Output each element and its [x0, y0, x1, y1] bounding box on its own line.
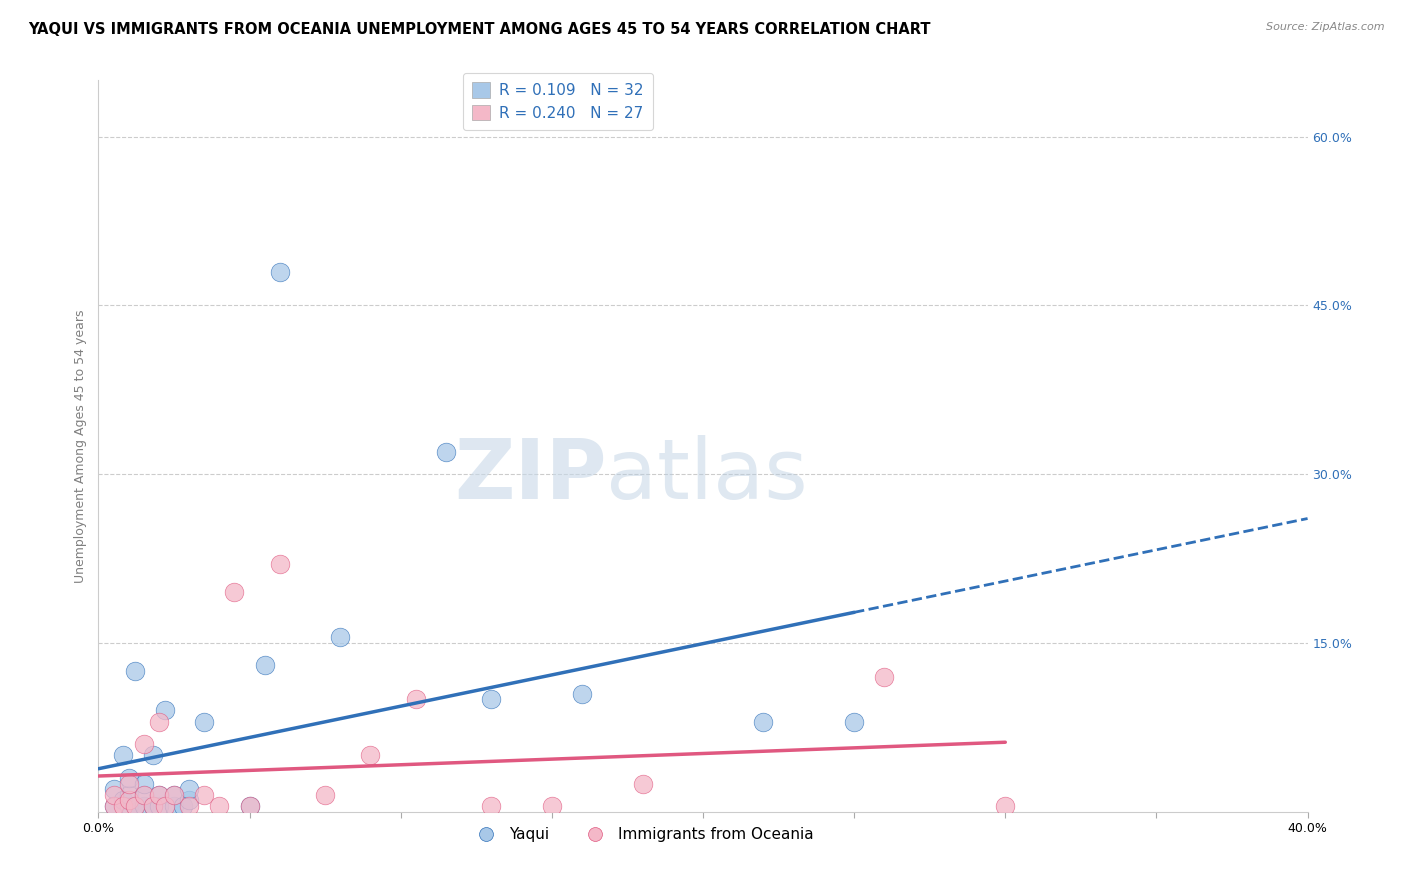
- Point: [360, 748, 382, 763]
- Point: [103, 799, 125, 814]
- Point: [132, 788, 155, 802]
- Point: [132, 799, 155, 814]
- Point: [124, 799, 146, 814]
- Point: [132, 737, 155, 751]
- Text: YAQUI VS IMMIGRANTS FROM OCEANIA UNEMPLOYMENT AMONG AGES 45 TO 54 YEARS CORRELAT: YAQUI VS IMMIGRANTS FROM OCEANIA UNEMPLO…: [28, 22, 931, 37]
- Point: [253, 658, 276, 673]
- Point: [208, 799, 231, 814]
- Point: [118, 771, 141, 785]
- Point: [481, 799, 503, 814]
- Point: [873, 670, 896, 684]
- Point: [269, 264, 291, 278]
- Point: [172, 799, 194, 814]
- Point: [844, 714, 866, 729]
- Point: [269, 557, 291, 571]
- Point: [179, 793, 201, 807]
- Point: [118, 793, 141, 807]
- Legend: Yaqui, Immigrants from Oceania: Yaqui, Immigrants from Oceania: [465, 821, 820, 848]
- Point: [103, 799, 125, 814]
- Point: [132, 788, 155, 802]
- Point: [148, 788, 170, 802]
- Text: atlas: atlas: [606, 434, 808, 516]
- Point: [571, 687, 593, 701]
- Point: [752, 714, 775, 729]
- Point: [405, 692, 427, 706]
- Point: [142, 799, 165, 814]
- Point: [124, 664, 146, 678]
- Y-axis label: Unemployment Among Ages 45 to 54 years: Unemployment Among Ages 45 to 54 years: [75, 310, 87, 582]
- Point: [224, 585, 246, 599]
- Point: [118, 799, 141, 814]
- Point: [124, 799, 146, 814]
- Point: [481, 692, 503, 706]
- Point: [111, 799, 134, 814]
- Point: [118, 788, 141, 802]
- Point: [434, 444, 457, 458]
- Point: [118, 776, 141, 790]
- Point: [163, 799, 186, 814]
- Point: [148, 788, 170, 802]
- Point: [132, 776, 155, 790]
- Point: [153, 799, 176, 814]
- Point: [239, 799, 262, 814]
- Point: [142, 799, 165, 814]
- Point: [111, 748, 134, 763]
- Point: [103, 788, 125, 802]
- Point: [163, 788, 186, 802]
- Point: [142, 748, 165, 763]
- Text: Source: ZipAtlas.com: Source: ZipAtlas.com: [1267, 22, 1385, 32]
- Point: [111, 793, 134, 807]
- Point: [193, 788, 215, 802]
- Point: [148, 799, 170, 814]
- Point: [153, 703, 176, 717]
- Point: [329, 630, 352, 644]
- Point: [103, 782, 125, 797]
- Point: [631, 776, 654, 790]
- Point: [239, 799, 262, 814]
- Point: [163, 788, 186, 802]
- Point: [994, 799, 1017, 814]
- Point: [193, 714, 215, 729]
- Text: ZIP: ZIP: [454, 434, 606, 516]
- Point: [148, 714, 170, 729]
- Point: [314, 788, 336, 802]
- Point: [179, 799, 201, 814]
- Point: [179, 782, 201, 797]
- Point: [540, 799, 562, 814]
